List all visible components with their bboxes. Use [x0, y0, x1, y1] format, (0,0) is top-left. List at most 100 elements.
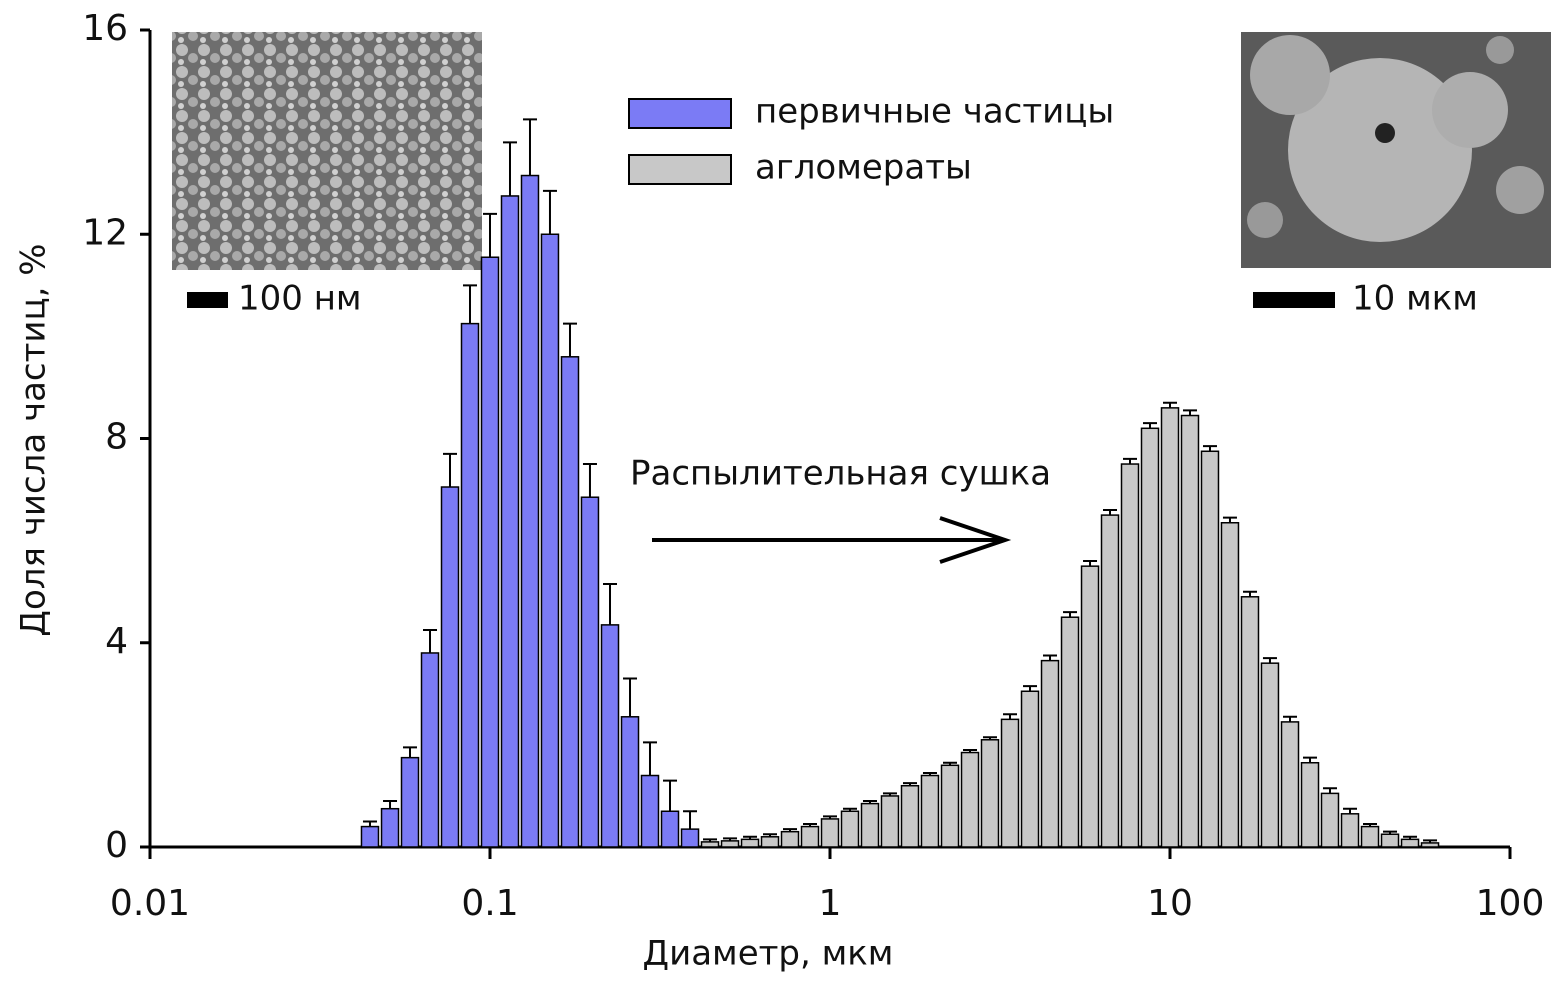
scale-bar — [187, 292, 228, 308]
error-bar — [1123, 457, 1137, 465]
bar — [900, 784, 920, 848]
bar — [860, 802, 880, 848]
bar — [1120, 463, 1140, 848]
error-bar — [902, 782, 917, 786]
bar — [760, 836, 780, 848]
bar — [460, 322, 480, 848]
error-bar — [1063, 611, 1078, 618]
error-bar — [542, 189, 557, 235]
inset-agglomerates — [1241, 32, 1551, 268]
bar — [720, 840, 740, 848]
bar — [1260, 662, 1280, 848]
error-bar — [1023, 685, 1038, 692]
annotation: Распылительная сушка — [630, 454, 1051, 494]
bar — [1180, 414, 1200, 848]
legend-label: агломераты — [755, 148, 972, 188]
error-bar — [1222, 516, 1237, 523]
error-bar — [882, 792, 897, 796]
error-bar — [1202, 445, 1217, 452]
bar — [540, 233, 560, 848]
error-bar — [842, 807, 857, 812]
error-bar — [1322, 787, 1337, 794]
bar — [780, 830, 800, 848]
scale-bar — [1253, 292, 1335, 308]
error-bar — [502, 141, 517, 196]
error-bar — [423, 628, 438, 653]
error-bar — [922, 771, 937, 776]
error-bar — [1143, 422, 1157, 429]
error-bar — [1383, 830, 1398, 835]
bar — [940, 764, 960, 848]
error-bar — [562, 322, 577, 357]
bar — [1400, 838, 1420, 848]
bar — [380, 807, 400, 848]
error-bar — [1242, 590, 1257, 597]
x-tick-label: 0.1 — [461, 883, 518, 924]
x-tick-label: 100 — [1476, 883, 1545, 924]
bar — [820, 818, 840, 848]
x-axis-label: Диаметр, мкм — [643, 934, 894, 974]
bar — [700, 841, 720, 848]
y-axis-label: Доля числа частиц, % — [14, 243, 54, 636]
error-bar — [823, 815, 837, 819]
y-tick-label: 12 — [82, 212, 128, 253]
bar — [1320, 792, 1340, 848]
error-bar — [1262, 657, 1277, 664]
bar — [1280, 721, 1300, 848]
error-bar — [683, 810, 698, 830]
bar — [660, 810, 680, 848]
bar — [1380, 833, 1400, 848]
bar — [560, 356, 580, 848]
error-bar — [603, 583, 618, 625]
bar — [1200, 450, 1220, 848]
error-bar — [362, 820, 377, 827]
bar — [960, 751, 980, 848]
bar — [580, 496, 600, 848]
inset-primary — [172, 32, 482, 270]
error-bar — [1363, 823, 1378, 827]
legend-swatch — [628, 154, 732, 185]
error-bar — [1043, 654, 1058, 661]
error-bar — [783, 828, 797, 832]
legend-label: первичные частицы — [755, 92, 1114, 132]
bar — [440, 486, 460, 848]
bar — [620, 716, 640, 848]
bar — [1220, 522, 1240, 848]
bar — [740, 838, 760, 848]
bar — [1080, 565, 1100, 848]
scale-label: 10 мкм — [1352, 279, 1478, 319]
error-bar — [862, 800, 877, 804]
bar — [1360, 825, 1380, 848]
error-bar — [1303, 756, 1318, 763]
x-tick-label: 0.01 — [110, 883, 190, 924]
error-bar — [1343, 807, 1358, 814]
error-bar — [1003, 713, 1018, 720]
bar — [1240, 596, 1260, 848]
error-bar — [1163, 401, 1177, 408]
bar — [1020, 690, 1040, 848]
bar — [1340, 813, 1360, 848]
bar — [1140, 427, 1160, 848]
x-tick-label: 10 — [1147, 883, 1193, 924]
bar — [360, 825, 380, 848]
bar — [1000, 718, 1020, 848]
error-bar — [642, 741, 657, 776]
bar — [500, 195, 520, 848]
error-bar — [963, 748, 978, 753]
bar — [680, 828, 700, 848]
bar — [840, 810, 860, 848]
y-tick-label: 4 — [105, 621, 128, 662]
bar — [600, 624, 620, 848]
error-bar — [982, 736, 997, 740]
error-bar — [1182, 409, 1197, 416]
error-bar — [1283, 715, 1297, 722]
error-bar — [943, 761, 958, 766]
error-bar — [663, 779, 678, 812]
legend-swatch — [628, 98, 732, 129]
x-tick-label: 1 — [819, 883, 842, 924]
error-bar — [443, 452, 457, 488]
bar — [1300, 761, 1320, 848]
error-bar — [1103, 508, 1117, 516]
